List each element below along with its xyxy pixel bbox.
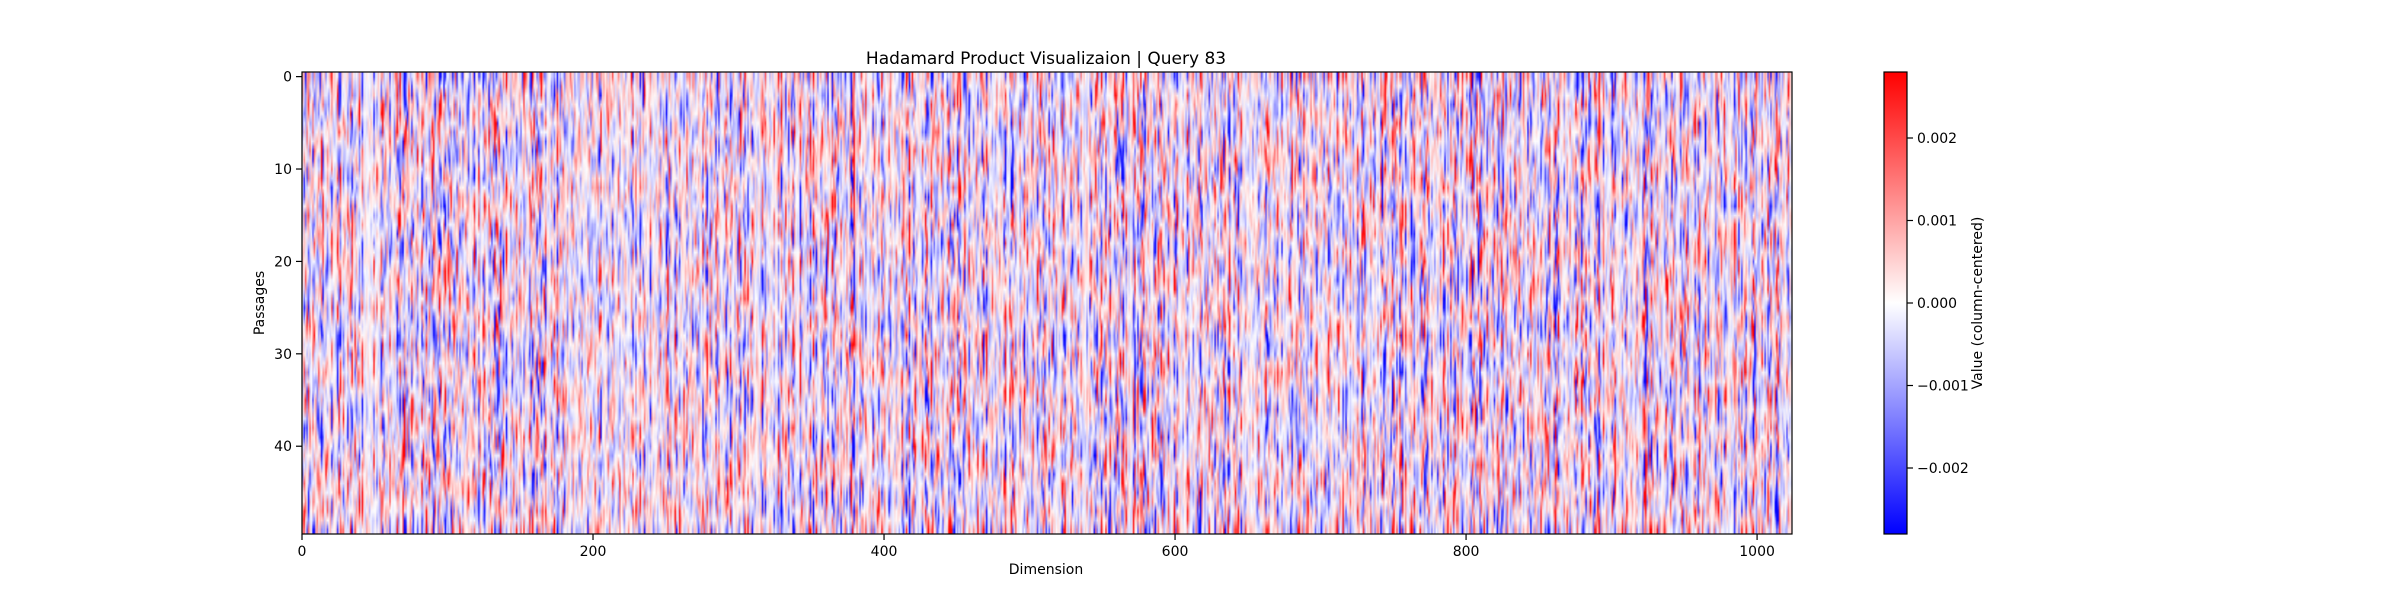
y-tick-label: 30 — [274, 347, 292, 363]
y-tick-label: 0 — [283, 70, 292, 86]
y-tick-label: 10 — [274, 162, 292, 178]
colorbar-tick-label: 0.000 — [1917, 296, 1957, 312]
x-axis: 0 200 400 600 800 1000 — [298, 534, 1775, 560]
chart-title: Hadamard Product Visualizaion | Query 83 — [866, 49, 1226, 69]
colorbar-tick-label: 0.001 — [1917, 214, 1957, 230]
heatmap-plot-area — [301, 71, 1793, 535]
colorbar: −0.002 −0.001 0.000 0.001 0.002 Value (colum… — [1883, 71, 1986, 535]
x-tick-label: 1000 — [1739, 544, 1775, 560]
y-axis: 0 10 20 30 40 — [274, 70, 302, 455]
colorbar-gradient — [1883, 71, 1908, 535]
colorbar-label: Value (column-centered) — [1970, 217, 1986, 390]
y-tick-label: 40 — [274, 439, 292, 455]
y-axis-label: Passages — [252, 271, 268, 335]
y-tick-label: 20 — [274, 254, 292, 270]
x-tick-label: 200 — [580, 544, 607, 560]
x-tick-label: 600 — [1162, 544, 1189, 560]
x-axis-label: Dimension — [1009, 562, 1083, 578]
colorbar-tick-label: 0.002 — [1917, 131, 1957, 147]
x-tick-label: 0 — [298, 544, 307, 560]
plot-frame — [301, 71, 1793, 535]
colorbar-tick-label: −0.001 — [1917, 379, 1969, 395]
x-tick-label: 800 — [1453, 544, 1480, 560]
colorbar-tick-label: −0.002 — [1917, 461, 1969, 477]
x-tick-label: 400 — [871, 544, 898, 560]
heatmap-image — [302, 72, 1792, 534]
colorbar-ticks: −0.002 −0.001 0.000 0.001 0.002 — [1907, 131, 1969, 477]
